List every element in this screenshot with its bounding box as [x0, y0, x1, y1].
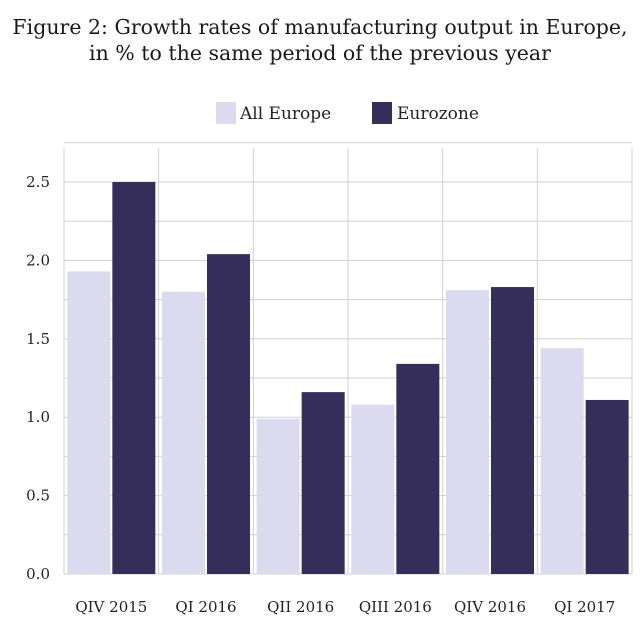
- bar-all-europe-2: [256, 418, 300, 574]
- bar-all-europe-0: [67, 271, 111, 574]
- y-tick-label: 0.0: [26, 565, 50, 583]
- legend-swatch-all-europe: [216, 102, 236, 124]
- x-tick-label: QIII 2016: [359, 598, 432, 616]
- bar-all-europe-3: [351, 404, 395, 574]
- bar-all-europe-1: [162, 291, 205, 574]
- legend-swatch-eurozone: [372, 102, 392, 124]
- bar-eurozone-5: [585, 399, 629, 574]
- x-tick-label: QIV 2015: [75, 598, 147, 616]
- x-tick-label: QI 2016: [175, 598, 236, 616]
- bar-all-europe-4: [446, 290, 489, 574]
- y-tick-label: 1.5: [26, 330, 50, 348]
- bar-eurozone-3: [396, 363, 440, 574]
- bar-eurozone-2: [301, 392, 345, 574]
- bar-eurozone-4: [491, 287, 534, 574]
- y-tick-label: 0.5: [26, 487, 50, 505]
- x-tick-label: QII 2016: [267, 598, 334, 616]
- bar-all-europe-5: [540, 348, 584, 574]
- title-line-2: in % to the same period of the previous …: [89, 41, 551, 65]
- legend-label-eurozone: Eurozone: [397, 104, 479, 124]
- bar-eurozone-0: [112, 182, 156, 574]
- bar-eurozone-1: [207, 254, 250, 575]
- x-tick-label: QIV 2016: [454, 598, 526, 616]
- title-line-1: Figure 2: Growth rates of manufacturing …: [12, 15, 628, 39]
- chart-title: Figure 2: Growth rates of manufacturing …: [0, 14, 640, 66]
- y-tick-label: 1.0: [26, 408, 50, 426]
- legend-label-all-europe: All Europe: [239, 104, 331, 124]
- y-tick-label: 2.5: [26, 173, 50, 191]
- y-tick-label: 2.0: [26, 251, 50, 269]
- x-tick-label: QI 2017: [554, 598, 615, 616]
